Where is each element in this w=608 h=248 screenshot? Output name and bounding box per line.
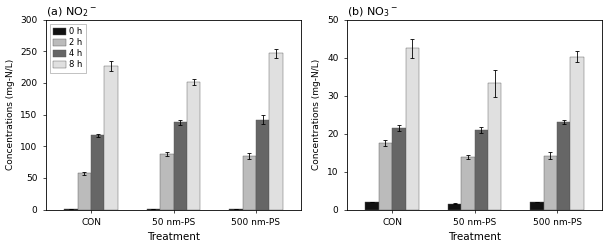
- Bar: [78, 173, 91, 210]
- Bar: [243, 156, 256, 210]
- Bar: [406, 48, 419, 210]
- Legend: 0 h, 2 h, 4 h, 8 h: 0 h, 2 h, 4 h, 8 h: [50, 24, 86, 73]
- Bar: [64, 209, 78, 210]
- Bar: [173, 122, 187, 210]
- Bar: [475, 130, 488, 210]
- X-axis label: Treatment: Treatment: [448, 232, 501, 243]
- Bar: [91, 135, 105, 210]
- Y-axis label: Concentrations (mg-N/L): Concentrations (mg-N/L): [5, 59, 15, 170]
- Bar: [365, 202, 379, 210]
- Bar: [530, 202, 544, 210]
- Bar: [488, 83, 502, 210]
- Bar: [105, 66, 118, 210]
- X-axis label: Treatment: Treatment: [147, 232, 200, 243]
- Text: (a) NO$_2$$^-$: (a) NO$_2$$^-$: [46, 5, 97, 19]
- Bar: [147, 209, 160, 210]
- Bar: [557, 122, 570, 210]
- Y-axis label: Concentrations (mg-N/L): Concentrations (mg-N/L): [313, 59, 322, 170]
- Bar: [392, 128, 406, 210]
- Bar: [187, 82, 200, 210]
- Bar: [570, 57, 584, 210]
- Bar: [448, 204, 461, 210]
- Bar: [461, 157, 475, 210]
- Bar: [269, 53, 283, 210]
- Text: (b) NO$_3$$^-$: (b) NO$_3$$^-$: [347, 5, 398, 19]
- Bar: [544, 155, 557, 210]
- Bar: [160, 154, 173, 210]
- Bar: [256, 120, 269, 210]
- Bar: [229, 209, 243, 210]
- Bar: [379, 143, 392, 210]
